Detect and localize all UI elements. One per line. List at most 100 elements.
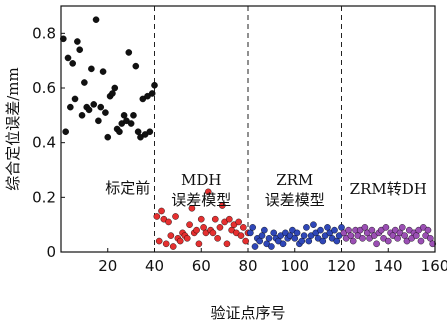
data-point — [71, 95, 79, 103]
data-point — [176, 237, 184, 245]
data-point — [247, 229, 254, 237]
data-point — [258, 232, 266, 239]
data-point — [216, 224, 224, 231]
data-point — [310, 221, 317, 228]
data-point — [331, 226, 338, 234]
data-point — [120, 112, 128, 119]
data-point — [373, 240, 380, 248]
data-point — [237, 232, 245, 239]
data-point — [109, 90, 116, 97]
data-point — [347, 232, 355, 239]
data-point — [81, 79, 88, 86]
x-tick-label: 140 — [374, 257, 403, 275]
data-point — [368, 226, 376, 234]
data-point — [204, 188, 212, 196]
data-point — [197, 215, 205, 223]
data-point — [401, 232, 408, 239]
data-point — [85, 106, 93, 114]
data-point — [319, 237, 327, 245]
data-point — [78, 112, 86, 119]
data-point — [424, 226, 432, 234]
data-point — [97, 103, 105, 111]
data-point — [300, 232, 308, 239]
y-axis-title: 综合定位误差/mm — [4, 67, 22, 191]
data-point — [95, 117, 102, 125]
data-point — [298, 237, 306, 245]
data-point — [102, 109, 109, 116]
data-point — [214, 235, 221, 242]
data-point — [104, 133, 112, 141]
data-point — [251, 243, 259, 250]
data-point — [291, 235, 299, 242]
data-point — [88, 65, 95, 73]
data-point — [235, 218, 242, 226]
segment-label: MDH — [181, 171, 221, 189]
data-point — [76, 46, 83, 54]
data-point — [240, 224, 247, 231]
data-point — [200, 224, 207, 231]
data-point — [167, 232, 175, 239]
x-tick-label: 120 — [327, 257, 356, 275]
data-point — [172, 213, 179, 220]
data-point — [382, 224, 390, 231]
y-tick-label: 0.2 — [32, 188, 56, 206]
x-tick-label: 80 — [238, 257, 257, 275]
tick-labels: 20 40 60 80 100 120 140 160 0 0.2 0.4 0.6 0.8 — [32, 24, 447, 275]
data-point — [148, 90, 156, 97]
data-point — [223, 240, 231, 248]
x-tick-label: 20 — [98, 257, 117, 275]
data-point — [303, 224, 310, 231]
data-point — [265, 235, 273, 242]
data-point — [153, 213, 161, 220]
data-point — [242, 237, 249, 245]
data-point — [417, 237, 425, 245]
data-point — [293, 229, 301, 237]
data-point — [225, 215, 233, 223]
segment-labels: 标定前 MDH 误差模型 ZRM 误差模型 ZRM转DH — [105, 171, 427, 209]
data-point — [333, 237, 341, 245]
data-point — [209, 229, 217, 237]
segment-label: 误差模型 — [265, 191, 325, 209]
y-tick-label: 0.8 — [32, 24, 56, 42]
data-point — [132, 62, 140, 70]
data-point — [60, 35, 67, 43]
data-point — [361, 224, 369, 231]
y-tick-label: 0.4 — [32, 134, 56, 152]
data-point — [186, 221, 193, 228]
data-point — [195, 240, 203, 248]
data-point — [188, 204, 196, 212]
data-point — [165, 218, 172, 226]
x-tick-label: 60 — [192, 257, 211, 275]
data-point — [158, 207, 165, 215]
data-point — [345, 226, 352, 234]
data-point — [146, 128, 154, 136]
data-point — [270, 229, 278, 237]
data-point — [127, 120, 135, 127]
segment-label: 标定前 — [105, 179, 150, 197]
x-tick-label: 160 — [421, 257, 447, 275]
data-point — [169, 243, 177, 250]
data-point — [67, 103, 74, 111]
x-tick-label: 40 — [145, 257, 164, 275]
data-point — [261, 226, 268, 234]
data-point — [218, 202, 226, 209]
data-point — [155, 237, 163, 245]
x-tick-label: 100 — [280, 257, 309, 275]
segment-dividers — [154, 6, 342, 252]
data-point — [193, 226, 200, 234]
data-point — [412, 232, 420, 239]
data-point — [427, 235, 434, 242]
data-point — [74, 38, 81, 45]
y-tick-label: 0.6 — [32, 79, 56, 97]
data-point — [429, 240, 436, 248]
data-point — [211, 215, 219, 223]
axes — [60, 5, 436, 253]
data-point — [90, 101, 98, 108]
data-point — [99, 68, 107, 75]
data-point — [398, 224, 406, 231]
data-point — [359, 235, 366, 242]
data-point — [249, 224, 256, 231]
segment-label: 误差模型 — [171, 191, 231, 209]
segment-label: ZRM — [276, 171, 313, 189]
